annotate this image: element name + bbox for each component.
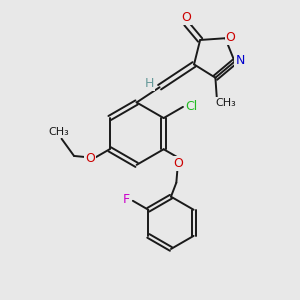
Text: F: F [123, 193, 130, 206]
Text: Cl: Cl [186, 100, 198, 113]
Text: O: O [173, 157, 183, 170]
Text: H: H [145, 77, 154, 90]
Text: CH₃: CH₃ [48, 127, 69, 137]
Text: CH₃: CH₃ [215, 98, 236, 108]
Text: O: O [181, 11, 191, 23]
Text: N: N [235, 55, 245, 68]
Text: O: O [85, 152, 95, 164]
Text: O: O [226, 31, 236, 44]
